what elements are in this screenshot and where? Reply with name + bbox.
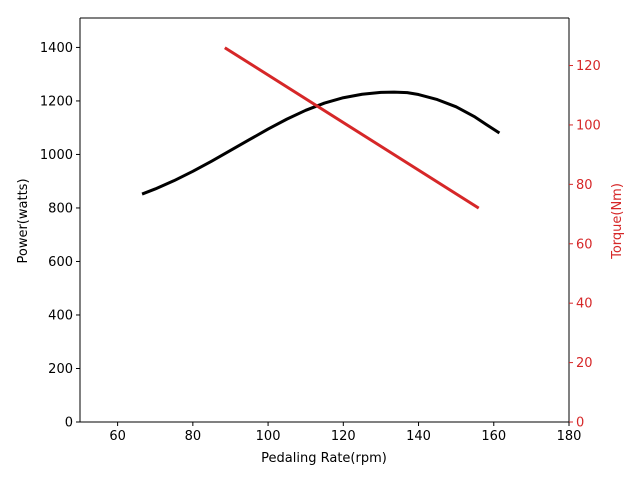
y-axis-title: Power(watts)	[16, 178, 31, 263]
x-axis-title: Pedaling Rate(rpm)	[261, 451, 387, 466]
x-tick-label: 100	[256, 429, 281, 444]
y-tick-label: 1400	[40, 41, 73, 56]
y2-tick-label: 80	[576, 178, 593, 193]
x-tick-label: 140	[406, 429, 431, 444]
x-tick-label: 60	[109, 429, 126, 444]
x-tick-label: 120	[331, 429, 356, 444]
y-tick-label: 800	[48, 201, 73, 216]
y2-tick-label: 20	[576, 356, 593, 371]
plot-area	[79, 17, 570, 423]
x-tick-label: 180	[557, 429, 582, 444]
left-axis: 0 200 400 600 800 1000 1200 1400	[40, 41, 80, 431]
y-tick-label: 200	[48, 362, 73, 377]
y-tick-label: 400	[48, 308, 73, 323]
y2-axis-title: Torque(Nm)	[610, 183, 625, 260]
y2-tick-label: 60	[576, 237, 593, 252]
torque-series-line	[224, 46, 480, 210]
series-layer	[141, 46, 501, 210]
y-tick-label: 600	[48, 255, 73, 270]
plot-background	[80, 18, 569, 422]
bottom-axis: 60 80 100 120 140 160 180	[109, 422, 581, 444]
y-tick-label: 0	[65, 416, 73, 431]
y-tick-label: 1200	[40, 94, 73, 109]
y2-tick-label: 120	[576, 59, 601, 74]
y-tick-label: 1000	[40, 148, 73, 163]
x-tick-label: 160	[481, 429, 506, 444]
y2-tick-label: 0	[576, 416, 584, 431]
y2-tick-label: 100	[576, 118, 601, 133]
power-series-line	[141, 90, 501, 196]
y2-tick-label: 40	[576, 297, 593, 312]
right-axis: 0 20 40 60 80 100 120	[569, 59, 601, 431]
x-tick-label: 80	[185, 429, 202, 444]
